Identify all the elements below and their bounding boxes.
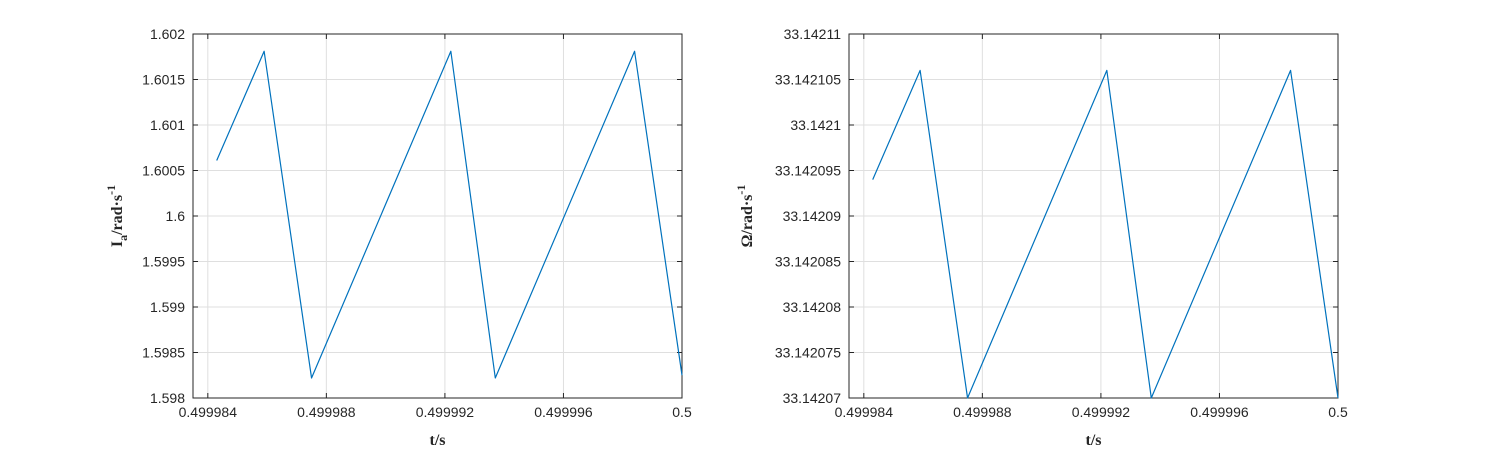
y-tick-label: 33.14207 <box>783 390 842 406</box>
x-tick-label: 0.499992 <box>1072 404 1131 420</box>
x-tick-label: 0.499992 <box>416 404 475 420</box>
x-tick-label: 0.499996 <box>534 404 593 420</box>
y-tick-label: 33.142075 <box>775 345 841 361</box>
x-tick-label: 0.499984 <box>179 404 238 420</box>
x-tick-label: 0.499984 <box>835 404 894 420</box>
y-tick-label: 1.6 <box>166 208 186 224</box>
y-tick-label: 33.14211 <box>784 26 842 42</box>
y-axis-label-rest: /rad·s <box>739 195 756 236</box>
y-axis-label-sub: a <box>116 235 130 241</box>
y-tick-label: 1.598 <box>150 390 185 406</box>
x-axis-label: t/s <box>1086 432 1102 449</box>
y-tick-label: 1.602 <box>150 26 185 42</box>
y-tick-label: 33.142105 <box>775 72 841 88</box>
y-axis-label-base: I <box>109 241 126 247</box>
y-tick-label: 1.6005 <box>142 163 185 179</box>
y-axis-label: Ω/rad·s-1 <box>734 185 756 248</box>
y-tick-label: 1.5995 <box>142 254 185 270</box>
y-tick-label: 1.599 <box>150 299 185 315</box>
x-tick-label: 0.499988 <box>297 404 356 420</box>
y-axis-label-sup: -1 <box>104 185 118 195</box>
plot-angular-speed: 0.499984 0.499988 0.499992 0.499996 0.5 33.14… <box>734 26 1348 449</box>
x-tick-label: 0.5 <box>1328 404 1348 420</box>
y-tick-label: 1.601 <box>150 117 185 133</box>
y-tick-label: 1.6015 <box>142 72 185 88</box>
y-axis-label-rest: /rad·s <box>109 195 126 236</box>
plot-armature-current: 0.499984 0.499988 0.499992 0.499996 0.5 1.598… <box>104 26 692 449</box>
y-axis-label: Ia/rad·s-1 <box>104 185 130 247</box>
y-tick-label: 33.14208 <box>783 299 842 315</box>
y-tick-label: 33.142095 <box>775 163 841 179</box>
y-tick-label: 33.1421 <box>790 117 841 133</box>
y-axis-label-base: Ω <box>739 234 756 247</box>
y-axis-label-sup: -1 <box>734 185 748 195</box>
y-tick-label: 33.14209 <box>783 208 842 224</box>
y-tick-label: 33.142085 <box>775 254 841 270</box>
series-line <box>216 50 683 379</box>
x-tick-label: 0.499996 <box>1190 404 1249 420</box>
x-tick-label: 0.499988 <box>953 404 1012 420</box>
y-tick-label: 1.5985 <box>142 345 185 361</box>
series-line <box>872 69 1339 399</box>
x-tick-label: 0.5 <box>672 404 692 420</box>
x-axis-label: t/s <box>430 432 446 449</box>
